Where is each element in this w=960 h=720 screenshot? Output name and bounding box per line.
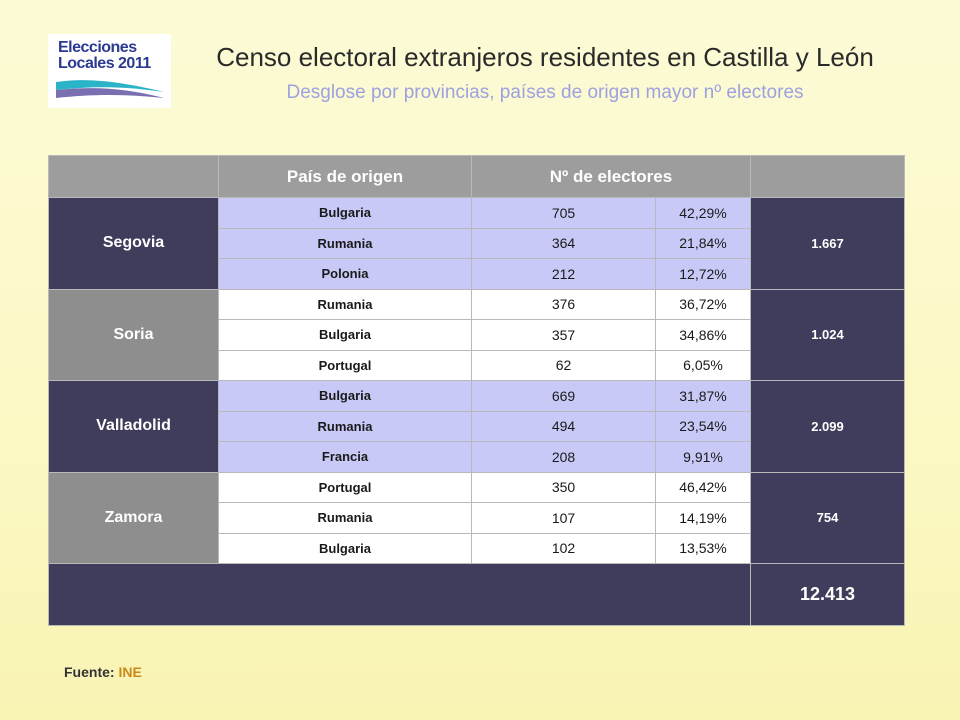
percent-cell: 13,53% (655, 532, 751, 564)
country-cell: Bulgaria (218, 319, 472, 351)
table-row: Rumania 364 21,84% (49, 227, 905, 259)
country-cell: Bulgaria (218, 380, 472, 412)
percent-cell: 42,29% (655, 197, 751, 229)
page-title: Censo electoral extranjeros residentes e… (216, 42, 874, 72)
percent-cell: 6,05% (655, 349, 751, 381)
table-row: Bulgaria 357 34,86% (49, 319, 905, 351)
source-value: INE (118, 664, 142, 680)
country-cell: Rumania (218, 227, 472, 259)
table-row: Zamora Portugal 350 46,42% 754 (48, 471, 905, 564)
electors-cell: 376 (471, 288, 656, 320)
country-cell: Bulgaria (218, 532, 472, 564)
percent-cell: 31,87% (655, 380, 751, 412)
electors-cell: 107 (471, 502, 656, 534)
province-total: 1.667 (750, 197, 905, 290)
percent-cell: 21,84% (655, 227, 751, 259)
table-row: Valladolid Bulgaria 669 31,87% 2.099 (48, 380, 905, 473)
electors-cell: 208 (471, 441, 656, 473)
logo-swoosh-icon (56, 80, 164, 98)
table-row: Rumania 494 23,54% (49, 410, 905, 442)
table-row: Portugal 62 6,05% (49, 349, 905, 381)
percent-cell: 12,72% (655, 258, 751, 290)
table-header-row: País de origen Nº de electores (48, 155, 905, 198)
electors-cell: 102 (471, 532, 656, 564)
country-cell: Portugal (218, 471, 472, 503)
table-row: Rumania 107 14,19% (49, 502, 905, 534)
province-total: 754 (750, 471, 905, 564)
province-total: 1.024 (750, 288, 905, 381)
province-total: 2.099 (750, 380, 905, 473)
country-cell: Rumania (218, 410, 472, 442)
province-name: Segovia (48, 197, 219, 290)
elecciones-logo: Elecciones Locales 2011 (48, 34, 171, 108)
percent-cell: 34,86% (655, 319, 751, 351)
page-subtitle: Desglose por provincias, países de orige… (286, 82, 804, 103)
country-cell: Francia (218, 441, 472, 473)
grand-total-row: 12.413 (48, 563, 905, 626)
source-label: Fuente: (64, 664, 115, 680)
grand-total-value: 12.413 (750, 563, 905, 626)
electors-cell: 494 (471, 410, 656, 442)
logo-line-1: Elecciones (58, 39, 137, 56)
province-name: Soria (48, 288, 219, 381)
country-cell: Rumania (218, 502, 472, 534)
country-cell: Polonia (218, 258, 472, 290)
percent-cell: 23,54% (655, 410, 751, 442)
province-name: Valladolid (48, 380, 219, 473)
logo-line-2: Locales 2011 (58, 55, 151, 72)
electors-cell: 364 (471, 227, 656, 259)
electors-cell: 62 (471, 349, 656, 381)
header-cell-electors: Nº de electores (471, 155, 751, 198)
header-cell-total (750, 155, 905, 198)
country-cell: Rumania (218, 288, 472, 320)
electors-cell: 212 (471, 258, 656, 290)
country-cell: Portugal (218, 349, 472, 381)
percent-cell: 9,91% (655, 441, 751, 473)
province-name: Zamora (48, 471, 219, 564)
header-cell-province (48, 155, 219, 198)
grand-total-label-cell (48, 563, 751, 626)
percent-cell: 36,72% (655, 288, 751, 320)
census-table: País de origen Nº de electores Segovia Bu… (48, 155, 905, 626)
electors-cell: 350 (471, 471, 656, 503)
electors-cell: 669 (471, 380, 656, 412)
percent-cell: 14,19% (655, 502, 751, 534)
percent-cell: 46,42% (655, 471, 751, 503)
electors-cell: 705 (471, 197, 656, 229)
header-cell-country: País de origen (218, 155, 472, 198)
table-row: Segovia Bulgaria 705 42,29% 1.667 (48, 197, 905, 290)
table-row: Polonia 212 12,72% (49, 258, 905, 290)
country-cell: Bulgaria (218, 197, 472, 229)
electors-cell: 357 (471, 319, 656, 351)
table-row: Bulgaria 102 13,53% (49, 532, 905, 564)
table-row: Soria Rumania 376 36,72% 1.024 (48, 288, 905, 381)
source-note: Fuente: INE (64, 664, 142, 680)
